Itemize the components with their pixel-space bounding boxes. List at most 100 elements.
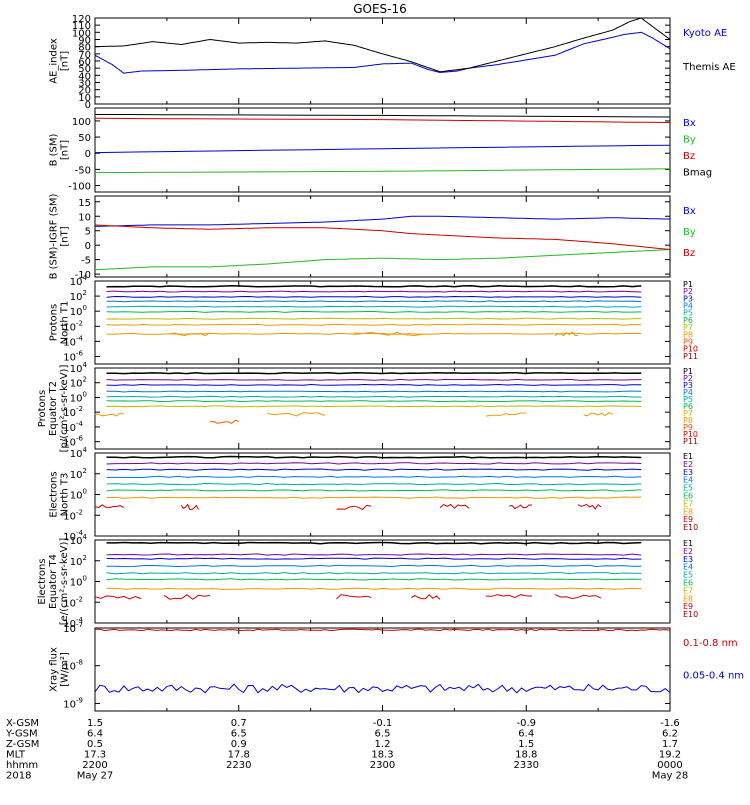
y-tick-exponent: 2 [83, 376, 87, 384]
panel-frame [94, 107, 671, 193]
panel-frame [94, 17, 671, 105]
legend-entry: P7 [683, 409, 693, 418]
legend-entry: P2 [683, 287, 693, 296]
y-tick-exponent: -2 [76, 319, 83, 327]
series-line [94, 31, 671, 74]
x-axis-value: 18.3 [371, 750, 393, 761]
y-tick-exponent: 4 [83, 274, 88, 282]
flux-segment [439, 503, 470, 509]
y-axis-label: [nT] [60, 140, 71, 160]
y-axis-label: Protons [37, 390, 48, 427]
flux-segment [336, 504, 372, 511]
panel-frame [94, 539, 671, 624]
flux-segment [554, 594, 602, 600]
legend-entry: E7 [683, 586, 693, 595]
legend-entry: Themis AE [682, 62, 736, 73]
x-axis-value: 17.8 [228, 750, 250, 761]
x-axis-value: 1.7 [662, 739, 678, 750]
y-axis-label: North T3 [60, 473, 71, 517]
x-axis-value: -0.9 [516, 718, 536, 729]
legend-entry: E5 [683, 571, 693, 580]
panel-frame [94, 280, 671, 365]
flux-segment [508, 504, 532, 510]
flux-channel-line [106, 395, 642, 398]
y-tick-exponent: -4 [76, 529, 84, 537]
y-axis-label: Protons [49, 304, 60, 341]
flux-segment [583, 412, 613, 417]
y-tick-exponent: -4 [76, 334, 84, 342]
flux-segment [336, 594, 372, 600]
legend-entry: P6 [683, 316, 693, 325]
y-tick-label: 5 [85, 227, 91, 238]
x-axis-value: May 28 [652, 771, 689, 782]
x-axis-value: 0.7 [231, 718, 247, 729]
legend-entry: P7 [683, 323, 693, 332]
series-line [94, 144, 671, 154]
y-tick-label: 100 [72, 28, 91, 39]
y-tick-label: 10-7 [63, 621, 83, 635]
flux-segment [94, 412, 124, 417]
y-tick-label: -5 [81, 256, 91, 267]
y-tick-label: 40 [78, 71, 91, 82]
flux-channel-line [106, 553, 642, 556]
flux-channel-line [106, 541, 642, 545]
flux-channel-line [106, 578, 642, 581]
y-tick-exponent: -6 [76, 435, 84, 443]
y-tick-label: 15 [78, 198, 91, 209]
legend-entry: E9 [683, 515, 693, 524]
y-tick-exponent: -4 [76, 616, 84, 624]
y-axis-label: [p/(cm²-s-sr-keV)] [59, 365, 70, 453]
x-axis-value: 6.4 [518, 729, 534, 740]
flux-channel-line [106, 572, 642, 575]
flux-channel-line [106, 323, 642, 326]
flux-channel-line [106, 390, 642, 393]
legend-entry: P6 [683, 402, 693, 411]
x-axis-value: -0.1 [373, 718, 393, 729]
y-tick-label: 50 [78, 133, 91, 144]
flux-segment [485, 412, 527, 417]
x-axis-value: 19.2 [659, 750, 681, 761]
legend-entry: E2 [683, 460, 693, 469]
y-axis-label: AE_index [49, 38, 60, 84]
y-tick-label: 0 [85, 149, 91, 160]
legend-entry: E7 [683, 499, 693, 508]
y-tick-label: 102 [70, 467, 87, 481]
flux-segment [180, 503, 199, 510]
x-axis-value: 2300 [370, 760, 395, 771]
legend-entry: E6 [683, 579, 693, 588]
y-tick-label: 10-9 [63, 696, 83, 710]
x-axis-value: 6.5 [375, 729, 391, 740]
flux-channel-line [106, 475, 642, 478]
y-tick-exponent: 4 [83, 533, 88, 541]
series-line [94, 249, 671, 271]
y-tick-exponent: 0 [83, 304, 87, 312]
legend-entry: 0.1-0.8 nm [683, 638, 738, 649]
legend-entry: E10 [683, 523, 698, 532]
flux-segment [163, 594, 211, 600]
flux-channel-line [106, 310, 642, 313]
y-axis-label: Electrons [37, 558, 48, 604]
panel-2: -100 -50 0 50 100 B (SM) [nT] Bx By Bz Bmag [49, 107, 712, 193]
x-axis-row-label: X-GSM [6, 718, 39, 729]
y-tick-exponent: -4 [76, 420, 84, 428]
y-tick-label: 100 [70, 488, 87, 502]
y-tick-label: 30 [78, 79, 91, 90]
y-tick-label: 80 [78, 43, 91, 54]
flux-channel-line [106, 462, 642, 465]
y-tick-label: 100 [70, 304, 87, 318]
flux-segment [209, 419, 239, 424]
y-tick-label: 10 [78, 212, 91, 223]
flux-segment [353, 331, 423, 337]
legend-entry: E4 [683, 563, 693, 572]
y-tick-label: 110 [72, 21, 91, 32]
x-axis-value: 2230 [226, 760, 251, 771]
flux-channel-line [106, 400, 642, 403]
y-tick-exponent: 2 [83, 467, 87, 475]
y-tick-label: -100 [68, 182, 91, 193]
flux-channel-line [106, 305, 642, 308]
y-tick-label: 70 [78, 50, 91, 61]
legend-entry: Bx [683, 118, 696, 129]
